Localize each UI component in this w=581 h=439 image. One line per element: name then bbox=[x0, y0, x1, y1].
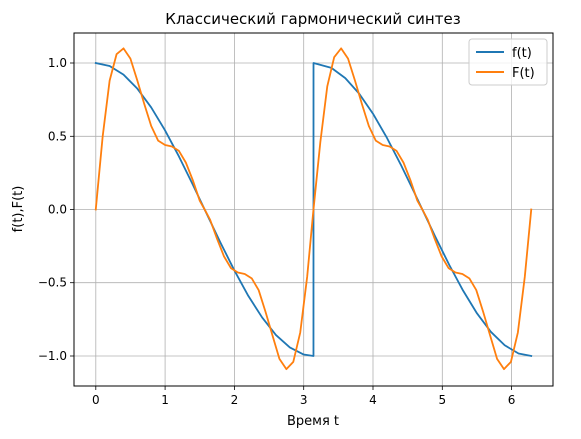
legend-label-f: f(t) bbox=[512, 46, 532, 61]
legend-label-F: F(t) bbox=[512, 66, 535, 81]
x-axis-label: Время t bbox=[287, 414, 339, 429]
series-line-F bbox=[94, 47, 533, 371]
axis-ticks: 0 1 2 3 4 5 6 1.0 0.5 0.0 −0.5 −1.0 bbox=[38, 56, 516, 407]
series-lines bbox=[94, 47, 533, 371]
y-axis-label: f(t),F(t) bbox=[11, 186, 26, 233]
x-tick-label: 3 bbox=[300, 393, 308, 407]
y-tick-label: 0.5 bbox=[48, 129, 67, 143]
y-tick-label: 1.0 bbox=[48, 56, 67, 70]
x-tick-label: 5 bbox=[438, 393, 446, 407]
x-tick-label: 4 bbox=[369, 393, 377, 407]
x-tick-label: 2 bbox=[231, 393, 239, 407]
legend-box bbox=[468, 38, 548, 86]
x-tick-label: 6 bbox=[508, 393, 516, 407]
y-tick-label: 0.0 bbox=[48, 203, 67, 217]
y-tick-label: −1.0 bbox=[38, 349, 67, 363]
y-tick-label: −0.5 bbox=[38, 276, 67, 290]
legend: f(t) F(t) bbox=[468, 38, 548, 86]
x-tick-label: 0 bbox=[92, 393, 100, 407]
x-tick-label: 1 bbox=[161, 393, 169, 407]
chart-title: Классический гармонический синтез bbox=[165, 10, 460, 28]
